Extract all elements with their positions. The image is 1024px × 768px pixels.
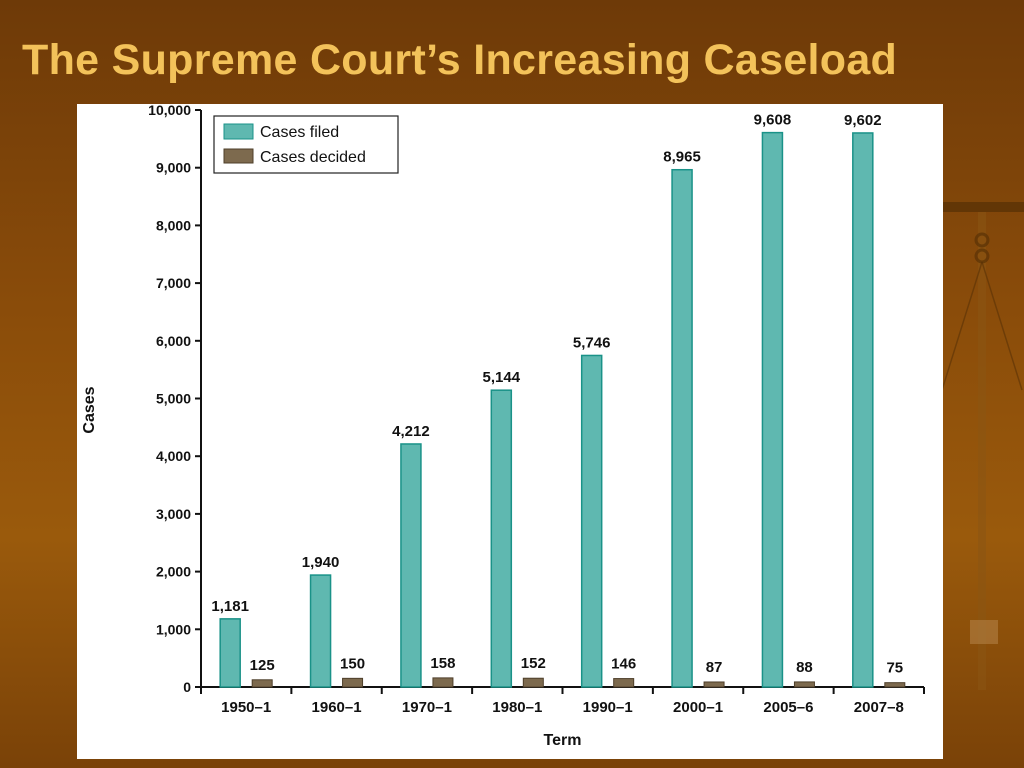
bar-cases-decided [703,681,725,688]
legend-swatch-cases-decided [223,148,254,164]
bar-cases-filed [400,443,422,688]
y-axis-title: Cases [81,386,98,433]
bar-cases-decided [522,677,544,688]
bar-cases-filed [219,618,241,688]
y-tick-label: 5,000 [156,391,191,407]
legend-label-cases-filed: Cases filed [260,124,339,141]
y-tick-label: 6,000 [156,333,191,349]
bar-cases-decided [613,678,635,688]
bar-cases-filed [852,132,874,688]
y-tick-label: 0 [183,679,191,695]
x-tick-label: 2005–6 [763,699,813,716]
y-tick-label: 9,000 [156,160,191,176]
x-axis-title: Term [544,732,582,749]
data-label-cases-filed: 5,144 [483,369,521,386]
y-tick-label: 7,000 [156,275,191,291]
data-label-cases-filed: 9,602 [844,112,882,129]
data-label-cases-decided: 125 [250,657,275,674]
bar-cases-filed [671,168,693,688]
bar-cases-decided [432,677,454,688]
x-tick-label: 2007–8 [854,699,904,716]
data-label-cases-decided: 152 [521,655,546,672]
y-tick-label: 4,000 [156,448,191,464]
bar-cases-decided [884,682,906,688]
bar-cases-decided [251,679,273,688]
data-label-cases-decided: 88 [796,659,813,676]
bar-cases-filed [309,574,332,688]
slide-title: The Supreme Court’s Increasing Caseload [22,36,898,84]
bar-cases-filed [580,354,603,688]
data-label-cases-filed: 1,181 [211,598,249,615]
data-label-cases-decided: 87 [706,659,723,676]
data-label-cases-decided: 150 [340,655,365,672]
data-label-cases-decided: 146 [611,656,636,673]
y-tick-label: 10,000 [148,104,191,118]
bar-cases-filed [490,389,513,688]
y-tick-label: 8,000 [156,217,191,233]
x-tick-label: 1950–1 [221,699,271,716]
x-tick-label: 1970–1 [402,699,452,716]
x-tick-label: 1980–1 [492,699,542,716]
data-label-cases-filed: 9,608 [754,112,792,129]
data-label-cases-decided: 75 [886,660,903,677]
x-tick-label: 1990–1 [583,699,633,716]
bar-cases-filed [761,131,784,688]
x-tick-label: 1960–1 [312,699,362,716]
y-tick-label: 2,000 [156,564,191,580]
data-label-cases-decided: 158 [430,655,455,672]
y-tick-label: 1,000 [156,621,191,637]
data-label-cases-filed: 1,940 [302,554,340,571]
bar-chart: 0 1,000 2,000 3,000 4,000 5,000 6,000 7,000 8,00… [81,104,925,749]
bar-cases-decided [793,681,815,688]
data-label-cases-filed: 8,965 [663,149,701,166]
bar-cases-decided [342,677,364,688]
data-label-cases-filed: 4,212 [392,423,430,440]
chart-panel: 0 1,000 2,000 3,000 4,000 5,000 6,000 7,000 8,00… [77,104,943,759]
legend-label-cases-decided: Cases decided [260,149,366,166]
scales-of-justice-icon [940,202,1024,690]
x-tick-label: 2000–1 [673,699,723,716]
legend-swatch-cases-filed [223,123,254,140]
y-tick-label: 3,000 [156,506,191,522]
data-label-cases-filed: 5,746 [573,334,611,351]
